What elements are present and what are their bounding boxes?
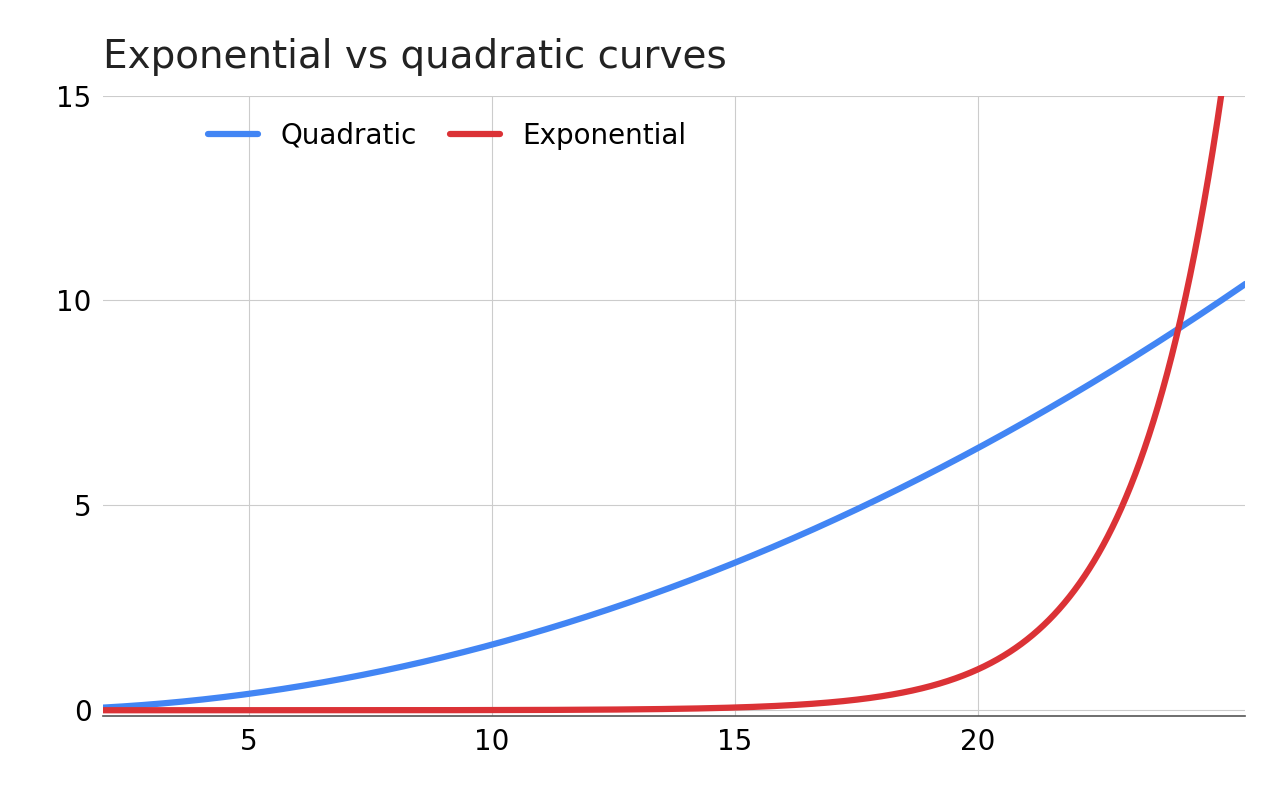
- Line: Exponential: Exponential: [103, 0, 1245, 710]
- Exponential: [1204, 152, 1220, 162]
- Exponential: [995, 652, 1011, 661]
- Quadratic: [153, 699, 168, 708]
- Quadratic: [1204, 302, 1220, 311]
- Quadratic: [651, 587, 666, 597]
- Exponential: [620, 704, 636, 714]
- Legend: Quadratic, Exponential: Quadratic, Exponential: [208, 122, 687, 150]
- Quadratic: [95, 703, 110, 712]
- Quadratic: [995, 430, 1011, 439]
- Quadratic: [1238, 279, 1253, 289]
- Exponential: [651, 704, 666, 714]
- Exponential: [95, 705, 110, 715]
- Quadratic: [1204, 302, 1220, 311]
- Exponential: [1204, 148, 1220, 158]
- Quadratic: [620, 598, 636, 607]
- Text: Exponential vs quadratic curves: Exponential vs quadratic curves: [103, 37, 727, 76]
- Line: Quadratic: Quadratic: [103, 284, 1245, 708]
- Exponential: [153, 705, 168, 715]
